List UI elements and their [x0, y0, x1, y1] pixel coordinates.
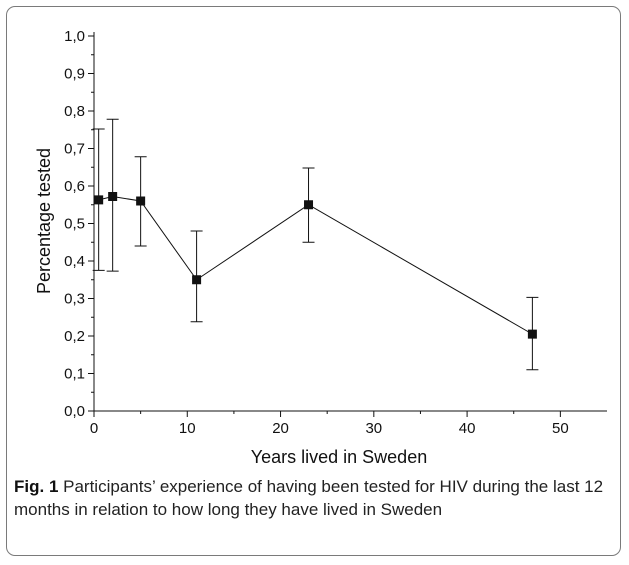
x-axis-ticks: 0 10 20 30 40 50	[90, 411, 569, 437]
figure-frame	[6, 6, 621, 556]
y-tick-label: 0,5	[64, 216, 85, 233]
y-tick-label: 0,4	[64, 253, 85, 270]
series-line	[98, 195, 533, 335]
data-series	[92, 118, 539, 371]
x-tick-label: 20	[272, 420, 289, 437]
chart: 0,0 0,1 0,2 0,3 0,4 0,5 0,6 0,7 0,8 0,9 1,0 0 10 20 3…	[34, 28, 607, 467]
x-tick-label: 10	[179, 420, 196, 437]
data-point	[136, 196, 146, 206]
y-tick-label: 1,0	[64, 28, 85, 45]
figure-caption: Fig. 1 Participants’ experience of havin…	[14, 475, 614, 521]
y-tick-label: 0,9	[64, 66, 85, 83]
caption-text: Participants’ experience of having been …	[14, 477, 604, 519]
x-axis-label: Years lived in Sweden	[251, 447, 427, 467]
y-tick-label: 0,0	[64, 403, 85, 420]
y-axis-ticks: 0,0 0,1 0,2 0,3 0,4 0,5 0,6 0,7 0,8 0,9 1,0	[64, 28, 94, 420]
y-tick-label: 0,8	[64, 103, 85, 120]
axes	[93, 32, 607, 412]
y-axis-label: Percentage tested	[34, 148, 54, 294]
data-point	[527, 329, 537, 339]
data-point	[108, 192, 118, 201]
x-tick-label: 40	[459, 420, 476, 437]
y-tick-label: 0,6	[64, 178, 85, 195]
y-tick-label: 0,1	[64, 366, 85, 383]
data-point	[192, 275, 202, 285]
y-tick-label: 0,2	[64, 328, 85, 345]
caption-label: Fig. 1	[14, 477, 59, 496]
y-tick-label: 0,3	[64, 291, 85, 308]
x-tick-label: 50	[552, 420, 569, 437]
x-tick-label: 30	[365, 420, 382, 437]
data-point	[94, 195, 104, 205]
y-tick-label: 0,7	[64, 141, 85, 158]
data-point	[304, 200, 314, 210]
x-tick-label: 0	[90, 420, 98, 437]
